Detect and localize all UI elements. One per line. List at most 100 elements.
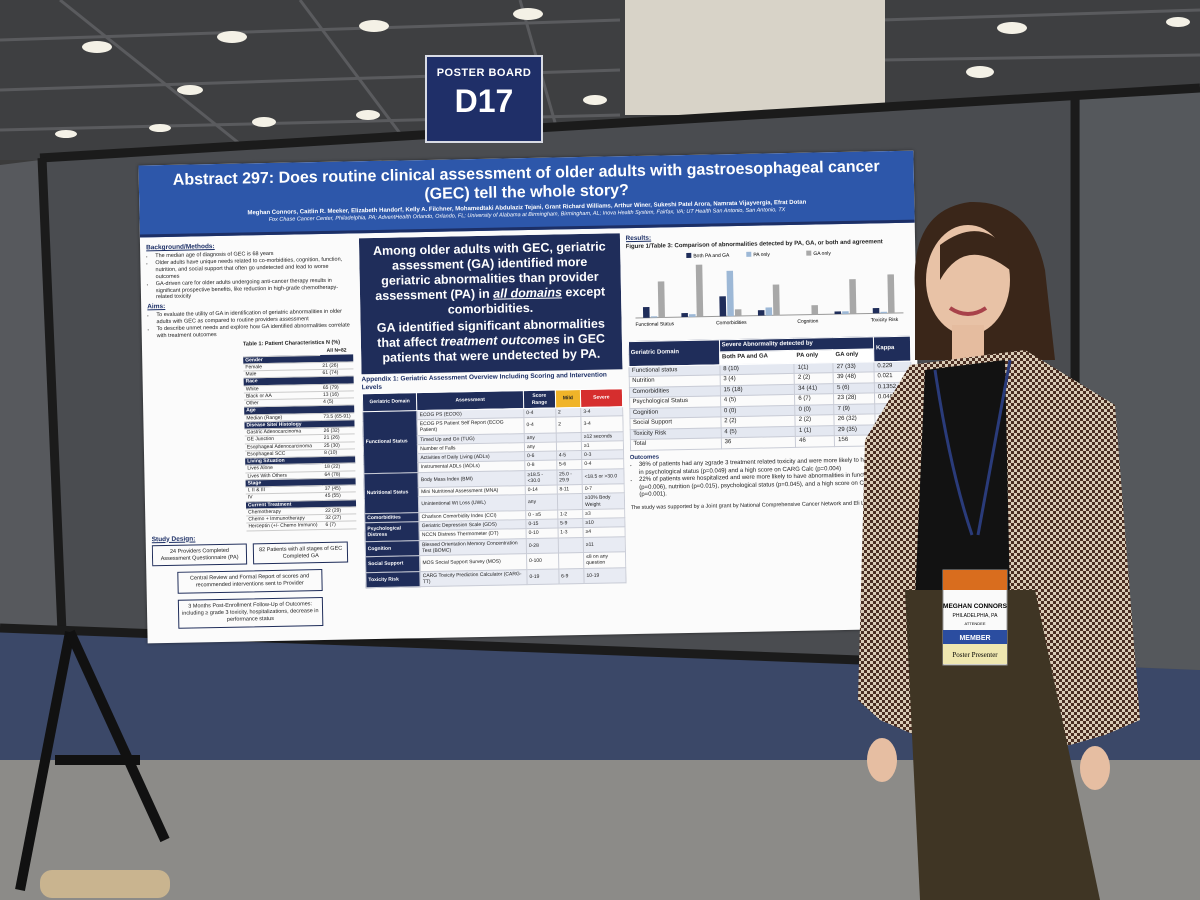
badge-role: ATTENDEE: [964, 621, 985, 626]
domain-cell: Nutritional Status: [363, 472, 419, 514]
header-cell: Geriatric Domain: [627, 339, 720, 367]
patient-table: Table 1: Patient Characteristics N (%) Al…: [243, 339, 357, 531]
badge-header: [943, 570, 1007, 590]
design-step: 3 Months Post-Enrollment Follow-Up of Ou…: [177, 597, 323, 629]
bar: [879, 311, 887, 313]
lanyard: [933, 359, 1012, 536]
bar: [764, 306, 772, 316]
presenter: MEGHAN CONNORS PHILADELPHIA, PA ATTENDEE…: [858, 201, 1140, 900]
sign-code: D17: [454, 83, 514, 119]
trousers: [905, 590, 1100, 900]
table-cell: any: [525, 494, 558, 511]
design-step: Central Review and Formal Report of scor…: [177, 569, 323, 594]
badge-ribbon-text: Poster Presenter: [952, 651, 998, 659]
header-cell: Geriatric Domain: [362, 392, 418, 412]
bar: [872, 307, 879, 314]
table-cell: 73.5 (65-91): [321, 412, 355, 421]
badge-member: [943, 630, 1007, 644]
table-cell: 2: [555, 416, 582, 433]
table-cell: 0-28: [526, 537, 559, 554]
bar: [642, 306, 650, 318]
table-cell: 46: [795, 435, 835, 447]
table-cell: 1(1): [794, 362, 834, 374]
badge-member-text: MEMBER: [959, 635, 990, 642]
table-cell: <18.5 or >30.0: [581, 468, 624, 485]
table-row: Herceptin (+/- Chemo Immuno) 6 (7): [246, 521, 357, 531]
table-cell: 6-9: [558, 568, 585, 584]
bar: [657, 281, 665, 318]
legend-swatch: [685, 252, 691, 258]
poster: Abstract 297: Does routine clinical asse…: [138, 150, 923, 644]
legend-label: Both PA and GA: [693, 252, 730, 259]
pillar: [625, 0, 885, 115]
domain-cell: Toxicity Risk: [365, 571, 421, 588]
legend-swatch: [805, 250, 811, 256]
bar: [841, 310, 849, 314]
bullet-list: The median age of diagnosis of GEC is 68…: [146, 250, 354, 302]
bar-chart: Both PA and GA PA only GA only Functional S…: [635, 250, 903, 328]
poster-board-sign: POSTER BOARD D17: [425, 55, 543, 143]
bullet: GA-driven care for older adults undergoi…: [156, 277, 354, 301]
table-cell: [555, 432, 582, 442]
table-cell: ≥11: [583, 536, 625, 553]
header-cell: Assessment: [416, 390, 524, 411]
table-cell: ≥18.5 - <30.0: [524, 469, 557, 486]
bullet: To describe unmet needs and explore how …: [157, 322, 355, 340]
poster-column: Results: Figure 1/Table 3: Comparison of…: [625, 228, 916, 623]
design-step: 82 Patients with all stages of GEC Compl…: [252, 541, 349, 565]
x-tick-label: Cognition: [797, 318, 818, 324]
table-cell: 8-11: [556, 484, 583, 495]
key-message: Among older adults with GEC, geriatric a…: [358, 233, 622, 375]
poster-column: Background/Methods: The median age of di…: [146, 238, 360, 632]
table-cell: [556, 441, 582, 452]
table-cell: Herceptin (+/- Chemo Immuno): [246, 521, 324, 531]
domain-cell: Cognition: [365, 540, 420, 557]
table-cell: [557, 537, 584, 553]
table-cell: 0-4: [523, 417, 556, 434]
x-tick-label: Toxicity Risk: [870, 317, 898, 324]
table-cell: 34 (41): [794, 383, 834, 395]
table-cell: 0 (0): [794, 404, 835, 416]
bar: [810, 304, 818, 315]
table-cell: 6 (7): [323, 521, 357, 529]
bar: [680, 312, 688, 317]
poster-body: Background/Methods: The median age of di…: [140, 223, 923, 638]
table-cell: 3-4: [580, 415, 623, 433]
key-emphasis: treatment outcomes: [440, 332, 560, 349]
bar: [886, 273, 895, 313]
table-cell: 36: [721, 436, 796, 449]
table-cell: 1-3: [557, 527, 584, 538]
domain-cell: Social Support: [365, 555, 421, 573]
table-cell: 0-19: [526, 568, 559, 585]
domain-cell: Functional Status: [362, 410, 419, 474]
table-cell: 10-19: [583, 567, 626, 584]
legend-label: GA only: [813, 250, 831, 256]
table-cell: 5-6: [556, 459, 582, 470]
bar: [650, 315, 657, 318]
table-cell: 6 (7): [794, 393, 834, 405]
table-cell: 1-2: [557, 509, 583, 520]
poster-tube: [40, 870, 170, 898]
badge-location: PHILADELPHIA, PA: [953, 613, 999, 619]
header-cell: Score Range: [523, 390, 556, 409]
study-design: 24 Providers Completed Assessment Questi…: [151, 541, 360, 629]
bar: [848, 278, 856, 314]
domain-cell: Psychological Distress: [364, 521, 420, 542]
header-cell: PA only: [793, 349, 834, 363]
poster-column: Among older adults with GEC, geriatric a…: [358, 233, 627, 628]
badge-name: MEGHAN CONNORS: [943, 603, 1008, 610]
hand: [867, 738, 897, 782]
table-cell: [558, 552, 584, 569]
table-cell: Total: [629, 437, 722, 451]
board-stand: [15, 629, 170, 891]
design-step: 24 Providers Completed Assessment Questi…: [151, 543, 248, 567]
sign-label: POSTER BOARD: [436, 67, 532, 79]
table-cell: ≥10% Body Weight: [582, 492, 625, 510]
header-cell: Severe: [580, 388, 623, 408]
table-cell: [557, 493, 583, 510]
table-cell: CARG Toxicity Prediction Calculator (CAR…: [420, 569, 528, 587]
bar: [688, 313, 696, 317]
header-cell: Mild: [555, 389, 581, 408]
top: [915, 360, 1010, 600]
bar: [734, 308, 742, 316]
